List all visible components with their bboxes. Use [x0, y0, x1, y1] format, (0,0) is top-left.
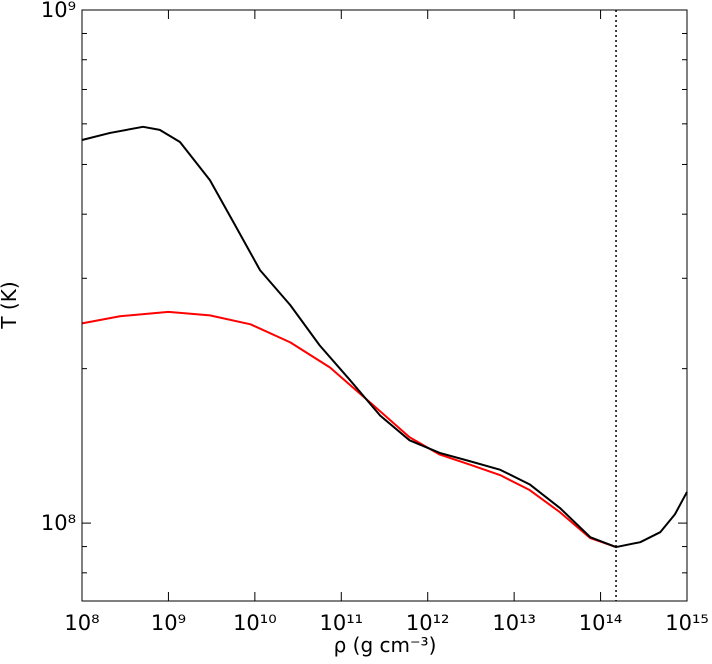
x-tick-label: 10¹²	[406, 611, 450, 635]
x-tick-label: 10¹⁴	[579, 611, 623, 635]
series-line	[81, 125, 688, 549]
x-tick-label: 10¹¹	[320, 611, 364, 635]
y-tick-label: 10⁹	[41, 0, 76, 22]
x-tick-label: 10¹⁵	[665, 611, 709, 635]
x-axis-label: ρ (g cm⁻³)	[334, 633, 437, 657]
x-tick-label: 10¹³	[492, 611, 536, 635]
y-tick-label: 10⁸	[41, 511, 76, 535]
x-tick-label: 10¹⁰	[233, 611, 277, 635]
x-tick-label: 10⁸	[64, 611, 99, 635]
series-line	[81, 310, 617, 549]
x-tick-label: 10⁹	[151, 611, 186, 635]
y-axis-label: T (K)	[0, 281, 21, 329]
plot-frame	[81, 9, 688, 602]
